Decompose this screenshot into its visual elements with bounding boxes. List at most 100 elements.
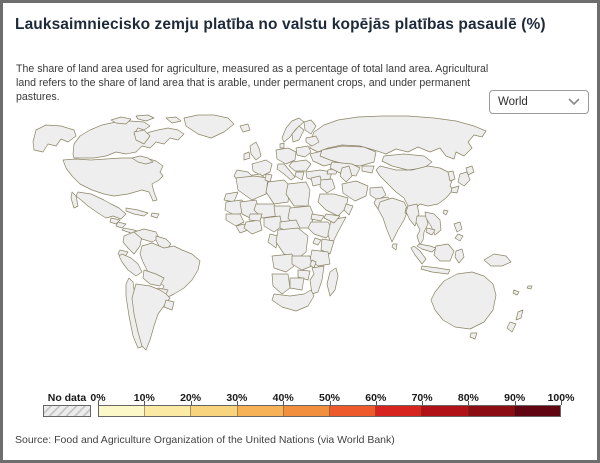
legend-color-bar[interactable] (98, 405, 561, 417)
country-bolivia[interactable] (142, 269, 165, 287)
country-zambia[interactable] (291, 255, 313, 271)
legend-segment[interactable] (422, 406, 469, 416)
country-mexico[interactable] (75, 191, 127, 220)
region-dropdown[interactable]: World (489, 90, 589, 114)
country-myanmar[interactable] (405, 203, 420, 227)
country-cambodia[interactable] (425, 227, 436, 236)
legend-segment[interactable] (283, 406, 331, 416)
country-argentina[interactable] (131, 283, 171, 351)
country-canada[interactable] (72, 120, 185, 159)
country-oman[interactable] (343, 203, 354, 216)
country-ireland[interactable] (243, 151, 251, 161)
country-peru[interactable] (118, 253, 143, 277)
country-iceland[interactable] (239, 123, 251, 133)
country-china[interactable] (375, 165, 454, 211)
country-france[interactable] (251, 159, 273, 177)
country-korea[interactable] (447, 170, 456, 182)
country-japan[interactable] (450, 185, 460, 194)
legend-segment[interactable] (330, 406, 377, 416)
country-iraq[interactable] (319, 178, 336, 194)
country-japan[interactable] (457, 171, 471, 187)
country-newguinea[interactable] (483, 253, 512, 267)
country-germany[interactable] (275, 147, 297, 165)
country-nigeria[interactable] (263, 215, 283, 233)
country-burkina[interactable] (248, 213, 263, 222)
legend-segment[interactable] (191, 406, 238, 416)
country-greenland[interactable] (183, 114, 235, 139)
country-uruguay[interactable] (163, 299, 175, 311)
country-newcaledonia[interactable] (512, 289, 520, 296)
country-angola[interactable] (271, 253, 295, 273)
legend-segment[interactable] (468, 406, 515, 416)
country-southafrica[interactable] (271, 289, 315, 312)
legend-tick-label: 10% (133, 392, 155, 404)
country-philippines[interactable] (454, 233, 464, 242)
country-senegal[interactable] (225, 213, 245, 227)
country-libya[interactable] (265, 179, 291, 205)
legend-segment[interactable] (237, 406, 284, 416)
country-madagascar[interactable] (326, 267, 339, 297)
country-baltics[interactable] (305, 135, 320, 147)
country-sulawesi[interactable] (454, 248, 465, 264)
country-italy[interactable] (276, 163, 296, 181)
legend-segment[interactable] (145, 406, 192, 416)
country-india[interactable] (377, 197, 409, 243)
country-iran[interactable] (341, 180, 369, 202)
country-canada[interactable] (165, 116, 182, 124)
country-mexico[interactable] (70, 191, 79, 209)
country-laosvietnam[interactable] (424, 211, 442, 236)
country-australia[interactable] (430, 271, 497, 330)
country-usa[interactable] (62, 157, 164, 202)
country-philippines[interactable] (453, 221, 463, 233)
legend-no-data-swatch[interactable] (43, 405, 91, 417)
country-gabon[interactable] (267, 233, 279, 249)
country-balkans[interactable] (288, 159, 312, 172)
country-fiji[interactable] (526, 285, 533, 290)
country-java[interactable] (420, 265, 451, 275)
country-yemen[interactable] (323, 213, 341, 224)
country-sumatra[interactable] (410, 245, 427, 265)
country-newzealand[interactable] (506, 321, 517, 333)
country-kazakhstan[interactable] (319, 145, 377, 167)
country-denmark[interactable] (279, 142, 285, 149)
country-srilanka[interactable] (391, 243, 398, 251)
country-canada[interactable] (135, 114, 155, 122)
country-borneo[interactable] (433, 243, 455, 262)
country-uk[interactable] (249, 141, 262, 161)
legend-segment[interactable] (99, 406, 146, 416)
country-alaska[interactable] (32, 124, 77, 153)
country-canada[interactable] (110, 116, 132, 125)
country-hispaniola[interactable] (150, 212, 160, 219)
country-greece[interactable] (294, 171, 305, 181)
country-newzealand[interactable] (515, 309, 524, 321)
country-kyrgyztajik[interactable] (361, 165, 375, 174)
country-ivoryghana[interactable] (243, 219, 263, 235)
country-nicaragua[interactable] (115, 221, 127, 229)
country-uganda[interactable] (312, 237, 322, 246)
legend-tick-label: 70% (411, 392, 433, 404)
country-ethiopia[interactable] (307, 221, 334, 239)
country-somalia[interactable] (327, 216, 347, 247)
country-poland[interactable] (295, 145, 312, 158)
country-tasmania[interactable] (469, 332, 478, 340)
country-afghanistan[interactable] (369, 186, 387, 201)
country-namibia[interactable] (271, 273, 291, 295)
country-malaysia[interactable] (416, 243, 437, 253)
source-note: Source: Food and Agriculture Organizatio… (15, 434, 395, 446)
country-botswana[interactable] (289, 277, 305, 291)
country-kenya[interactable] (320, 238, 335, 255)
legend-segment[interactable] (514, 406, 561, 416)
country-egypt[interactable] (285, 181, 311, 207)
country-mozambique[interactable] (309, 265, 325, 295)
country-algeria[interactable] (235, 175, 269, 201)
country-zimbabwe[interactable] (297, 269, 311, 281)
country-saudi[interactable] (317, 193, 349, 217)
country-eritrea[interactable] (310, 213, 325, 222)
legend-segment[interactable] (376, 406, 423, 416)
country-finland[interactable] (303, 119, 317, 135)
caspian-sea (339, 165, 353, 183)
country-cuba[interactable] (125, 207, 149, 217)
country-taiwan[interactable] (442, 209, 449, 216)
country-sweden[interactable] (291, 125, 305, 143)
